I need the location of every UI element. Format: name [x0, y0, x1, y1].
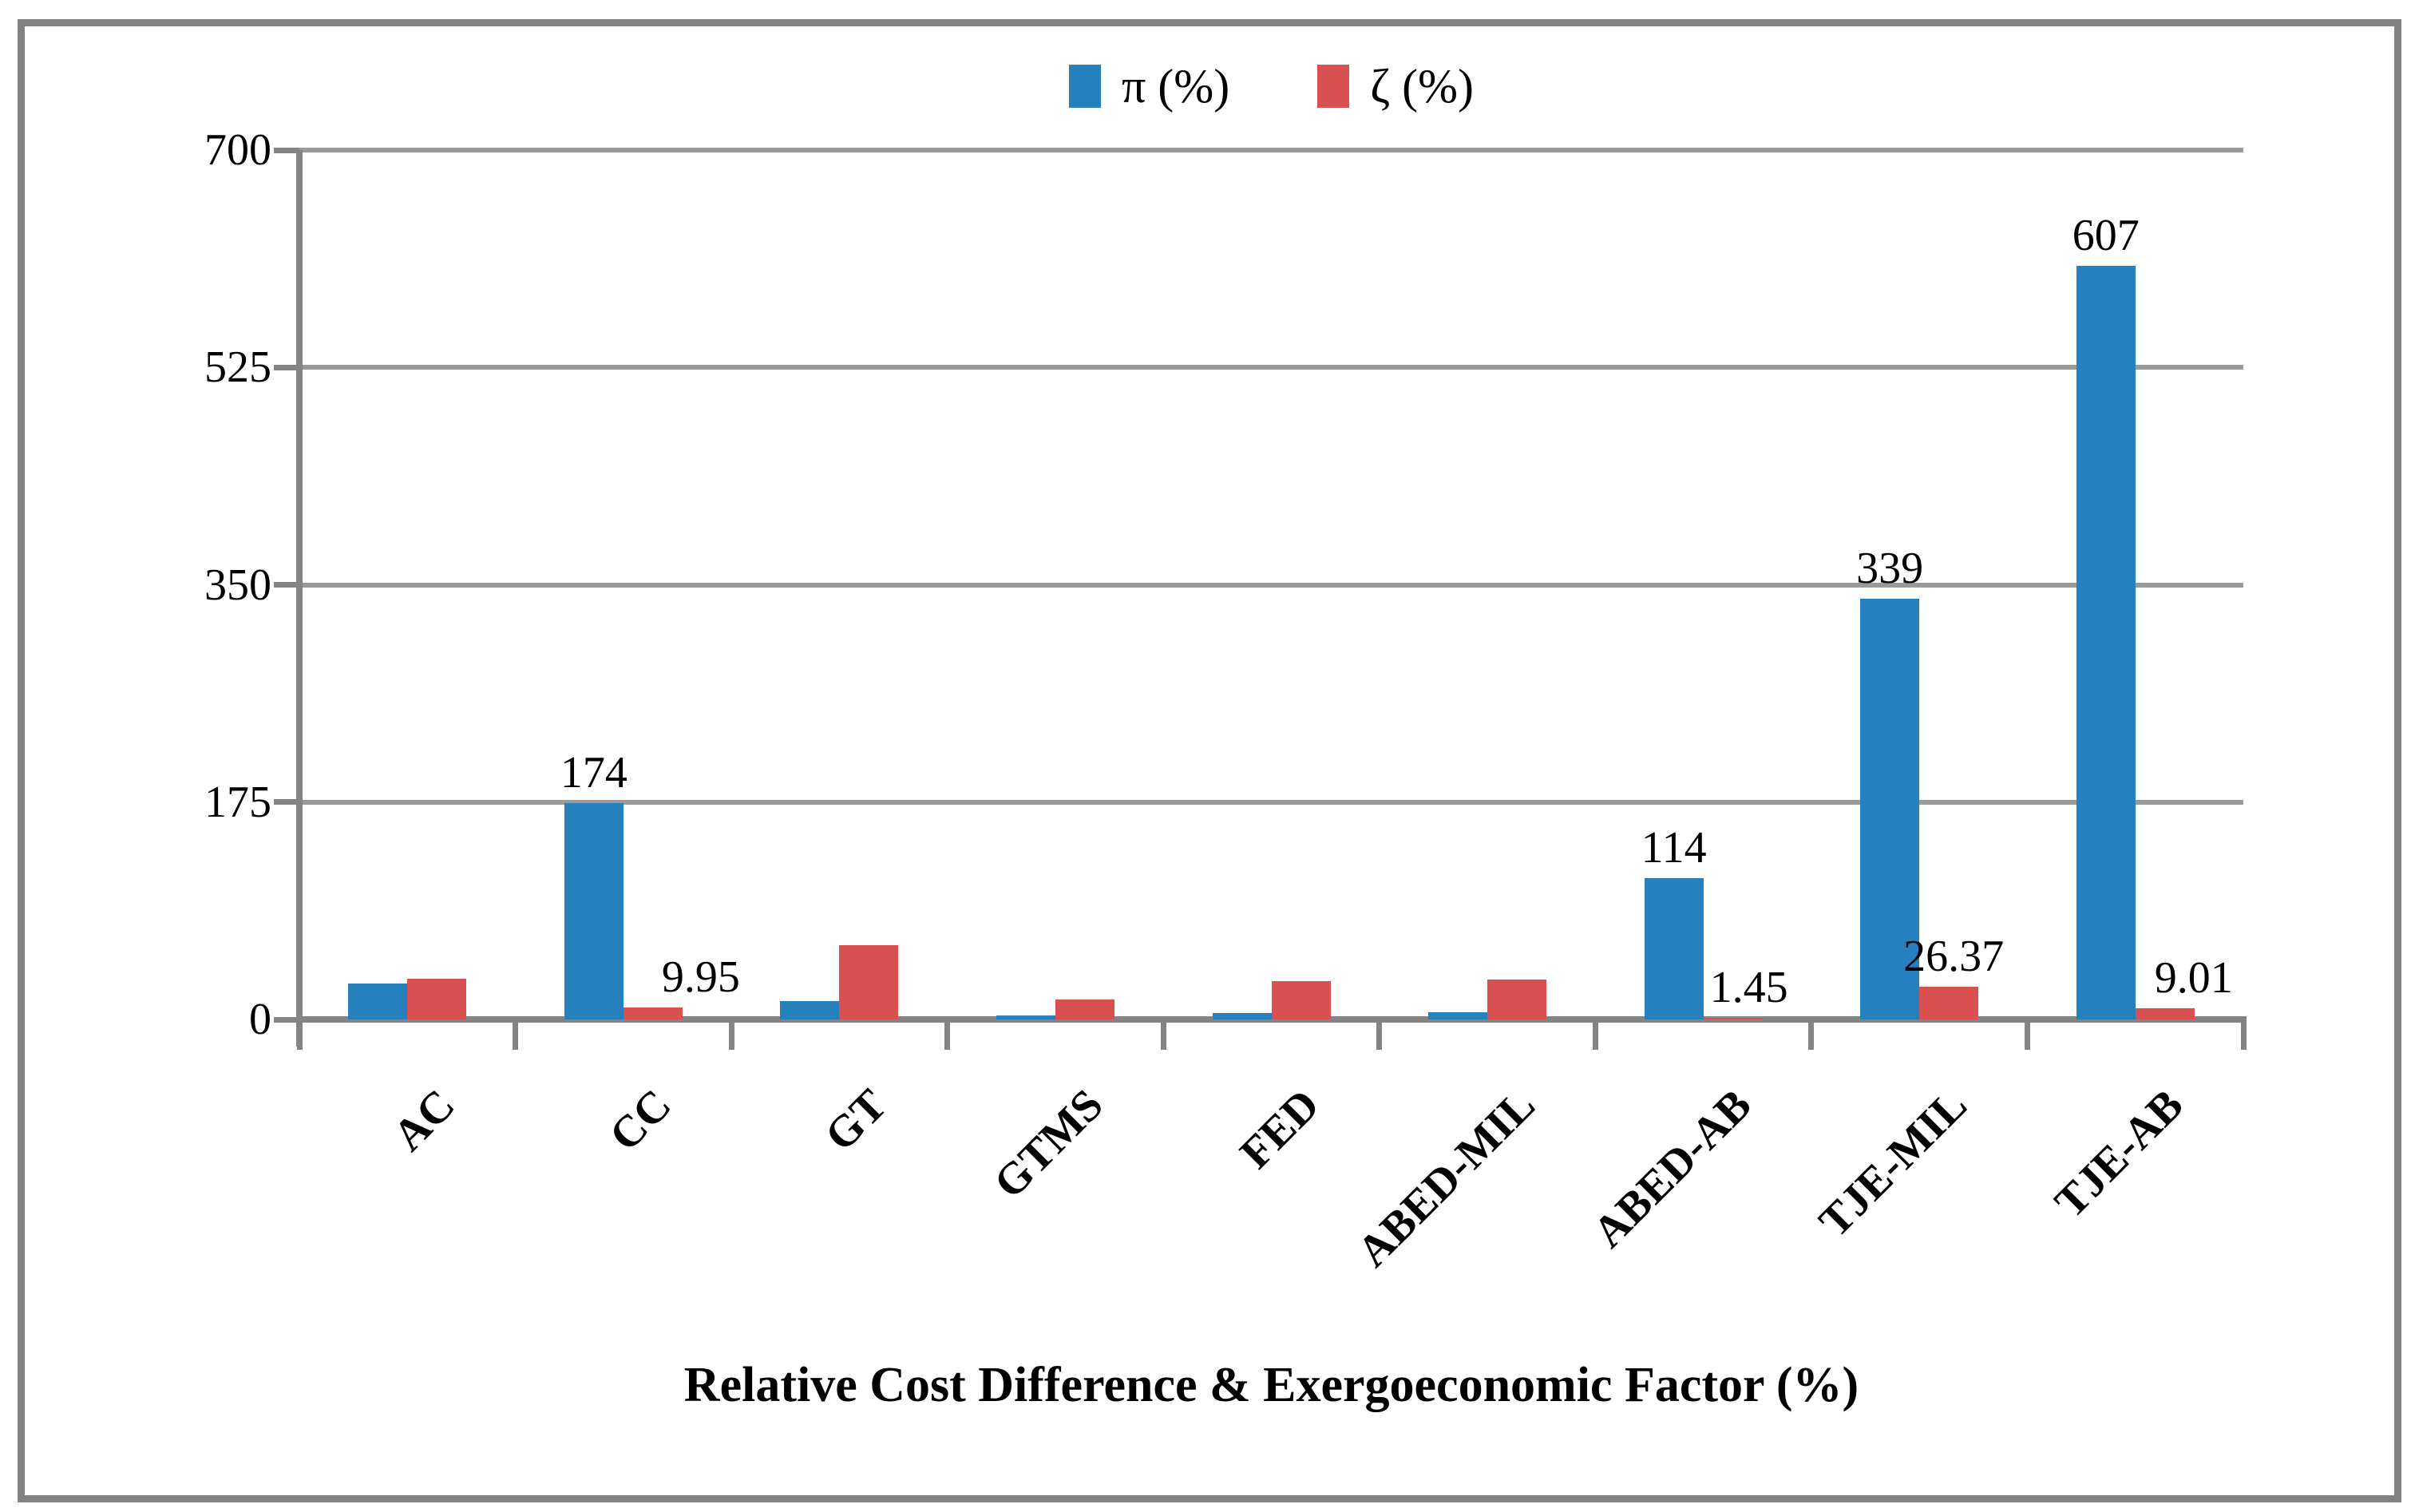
bar-pi-TJE-AB	[2076, 265, 2136, 1019]
legend-item-pi: π (%)	[1068, 60, 1230, 113]
x-tick-boundary-9	[2240, 1023, 2247, 1050]
y-tick-0	[274, 1016, 299, 1023]
data-label-zeta-ABED-AB: 1.45	[1709, 962, 1788, 1012]
x-tick-boundary-5	[1376, 1023, 1383, 1050]
bar-zeta-ABED-AB	[1703, 1017, 1763, 1019]
blue-square-icon	[1068, 65, 1101, 108]
y-tick-175	[274, 799, 299, 805]
gridline-175	[299, 799, 2243, 805]
x-tick-boundary-6	[1592, 1023, 1598, 1050]
bar-zeta-FED	[1271, 980, 1331, 1019]
x-tick-boundary-3	[944, 1023, 951, 1050]
x-tick-boundary-7	[1808, 1023, 1815, 1050]
x-axis-title: Relative Cost Difference & Exergoeconomi…	[683, 1358, 1859, 1412]
gridline-525	[299, 365, 2243, 370]
x-tick-boundary-1	[513, 1023, 519, 1050]
y-tick-label-0: 0	[249, 995, 271, 1044]
data-label-zeta-TJE-AB: 9.01	[2154, 952, 2233, 1003]
legend-label-pi: π (%)	[1121, 60, 1230, 113]
data-label-pi-CC: 174	[560, 748, 627, 798]
bar-pi-TJE-MIL	[1860, 598, 1920, 1019]
gridline-700	[299, 148, 2243, 152]
y-axis-line	[296, 150, 303, 1047]
bar-pi-GTMS	[996, 1015, 1055, 1019]
legend-item-zeta: ζ (%)	[1317, 62, 1474, 110]
chart-legend: π (%) ζ (%)	[299, 62, 2243, 110]
bar-zeta-GTMS	[1055, 999, 1114, 1019]
y-tick-label-175: 175	[204, 777, 271, 827]
x-tick-boundary-4	[1160, 1023, 1166, 1050]
data-label-pi-ABED-AB: 114	[1641, 822, 1707, 873]
data-label-zeta-CC: 9.95	[661, 952, 740, 1002]
bar-zeta-CC	[623, 1007, 683, 1019]
legend-label-zeta: ζ (%)	[1370, 60, 1475, 113]
bar-zeta-GT	[839, 944, 899, 1019]
bar-zeta-AC	[407, 978, 467, 1019]
bar-pi-FED	[1212, 1013, 1272, 1019]
data-label-zeta-TJE-MIL: 26.37	[1903, 931, 2005, 981]
x-axis-line	[296, 1016, 2247, 1023]
y-tick-350	[274, 582, 299, 588]
bar-pi-AC	[348, 983, 408, 1019]
x-tick-boundary-2	[728, 1023, 734, 1050]
y-tick-525	[274, 364, 299, 370]
bar-zeta-TJE-MIL	[1919, 986, 1979, 1019]
y-tick-label-700: 700	[204, 125, 271, 175]
bar-zeta-TJE-AB	[2135, 1007, 2195, 1019]
y-tick-700	[274, 147, 299, 153]
x-tick-boundary-0	[296, 1023, 303, 1050]
data-label-pi-TJE-MIL: 339	[1856, 543, 1924, 593]
bar-pi-ABED-MIL	[1428, 1011, 1488, 1019]
y-tick-label-350: 350	[204, 560, 271, 610]
bar-pi-ABED-AB	[1644, 877, 1704, 1019]
bar-zeta-ABED-MIL	[1487, 980, 1547, 1019]
bar-pi-CC	[564, 803, 624, 1019]
chart-border-frame	[18, 19, 2401, 1502]
bar-pi-GT	[780, 1000, 840, 1019]
gridline-350	[299, 582, 2243, 588]
y-tick-label-525: 525	[204, 342, 271, 393]
data-label-pi-TJE-AB: 607	[2072, 210, 2140, 260]
x-tick-boundary-8	[2024, 1023, 2030, 1050]
red-square-icon	[1317, 65, 1350, 108]
